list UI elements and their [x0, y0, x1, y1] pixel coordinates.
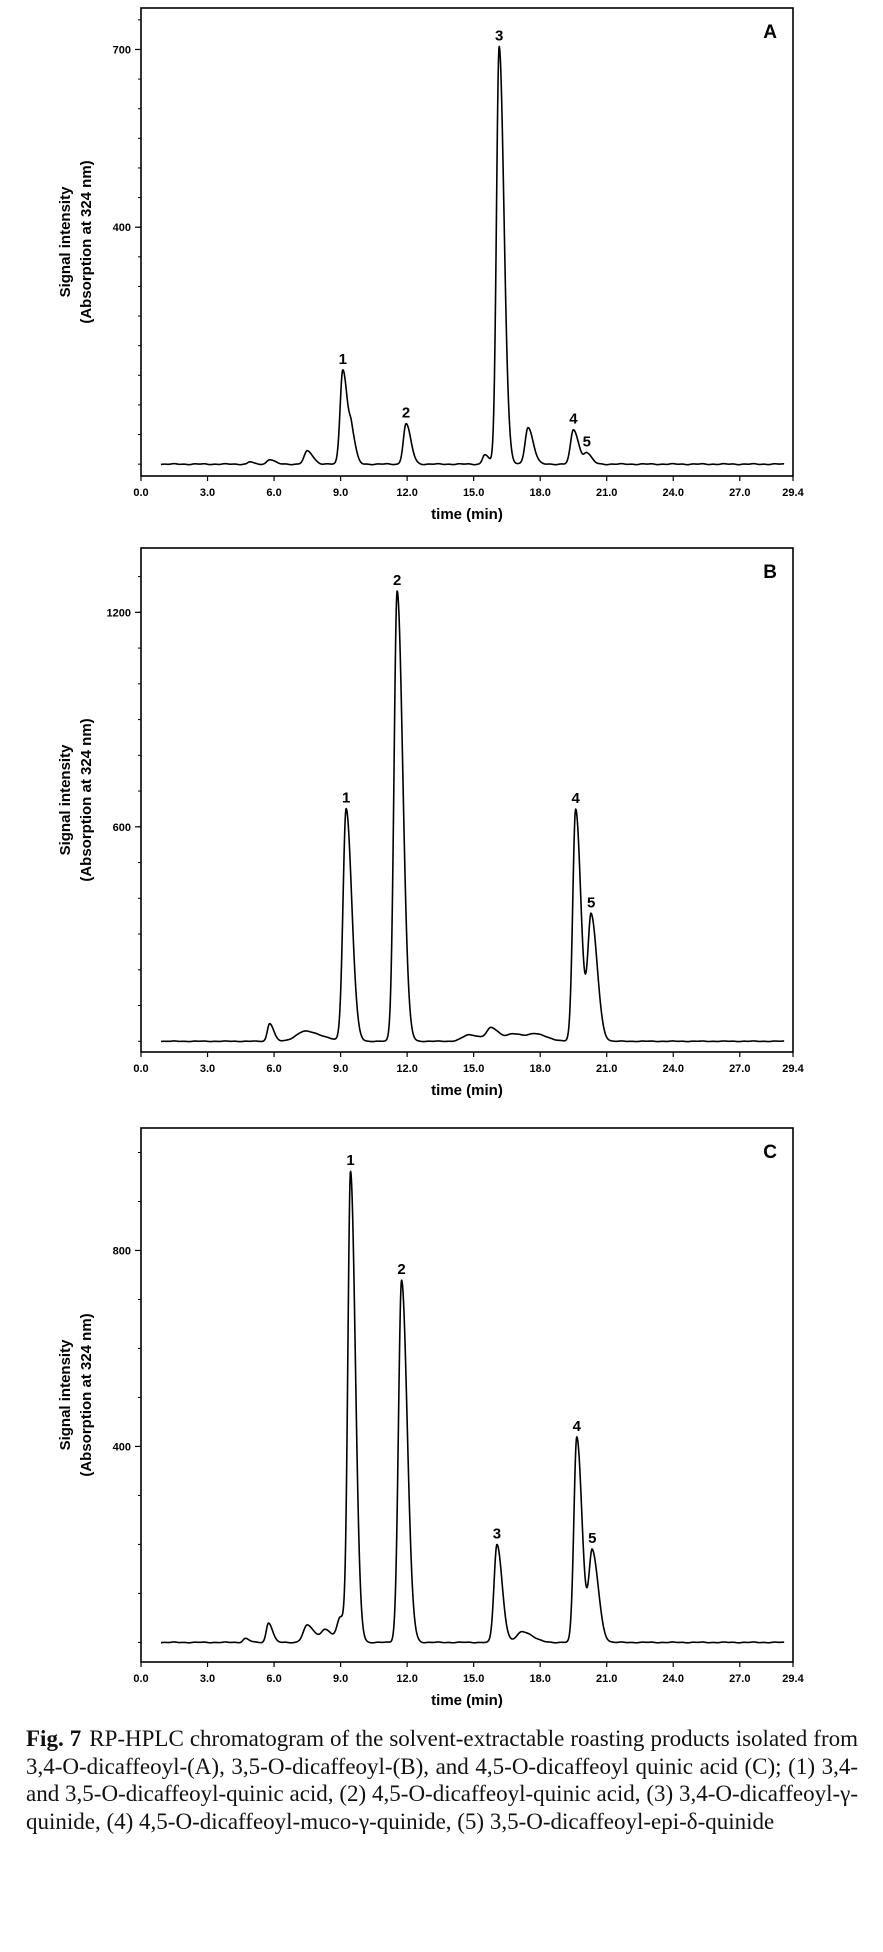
- x-tick-label: 15.0: [463, 1063, 484, 1075]
- peak-label: 4: [573, 1418, 582, 1435]
- x-tick-label: 29.4: [782, 1673, 804, 1685]
- x-tick-label: 3.0: [200, 1673, 215, 1685]
- plot-frame: [140, 7, 794, 477]
- x-tick-label: 29.4: [782, 487, 804, 499]
- x-tick-label: 0.0: [133, 1063, 148, 1075]
- x-tick-label: 27.0: [729, 1063, 750, 1075]
- x-tick-label: 18.0: [529, 487, 550, 499]
- panel-letter: A: [763, 22, 777, 43]
- y-tick-label: 800: [113, 1245, 131, 1257]
- x-tick-label: 29.4: [782, 1063, 804, 1075]
- x-tick-label: 21.0: [596, 1063, 617, 1075]
- x-tick-label: 15.0: [463, 1673, 484, 1685]
- x-tick-label: 12.0: [396, 1673, 417, 1685]
- x-tick-label: 24.0: [663, 1673, 684, 1685]
- x-tick-label: 24.0: [663, 487, 684, 499]
- x-tick-label: 18.0: [529, 1063, 550, 1075]
- y-axis-title-line: (Absorption at 324 nm): [78, 718, 95, 881]
- x-tick-label: 12.0: [396, 1063, 417, 1075]
- x-tick-label: 6.0: [266, 487, 281, 499]
- peak-label: 3: [493, 1525, 501, 1542]
- peak-label: 5: [583, 433, 591, 450]
- peak-label: 5: [588, 1530, 596, 1547]
- figure-number: Fig. 7: [26, 1726, 82, 1751]
- peak-label: 1: [346, 1152, 354, 1169]
- x-tick-label: 3.0: [200, 487, 215, 499]
- x-tick-label: 3.0: [200, 1063, 215, 1075]
- x-tick-label: 12.0: [396, 487, 417, 499]
- peak-label: 3: [495, 27, 503, 44]
- x-tick-label: 18.0: [529, 1673, 550, 1685]
- chart-panel-B: 0.0 3.0 6.0 9.0 12.0 15.0 18.0 21.0 24.0 27.0 29.4…: [57, 547, 805, 1099]
- chromatogram-trace: [160, 45, 785, 466]
- y-axis-title-line: Signal intensity: [57, 1339, 74, 1451]
- chromatogram-figure: 0.0 3.0 6.0 9.0 12.0 15.0 18.0 21.0 24.0 27.0 29.4…: [57, 7, 805, 1709]
- x-tick-label: 9.0: [333, 487, 348, 499]
- y-axis-title-line: Signal intensity: [57, 186, 74, 298]
- x-tick-label: 6.0: [266, 1063, 281, 1075]
- figure-caption: Fig. 7 RP-HPLC chromatogram of the solven…: [26, 1725, 858, 1835]
- x-axis-title: time (min): [431, 1082, 503, 1099]
- y-axis-title-line: (Absorption at 324 nm): [78, 1313, 95, 1476]
- panel-letter: C: [763, 1142, 777, 1163]
- x-tick-label: 0.0: [133, 1673, 148, 1685]
- chart-panel-C: 0.0 3.0 6.0 9.0 12.0 15.0 18.0 21.0 24.0 27.0 29.4…: [57, 1127, 805, 1709]
- peak-label: 1: [339, 351, 347, 368]
- x-tick-label: 15.0: [463, 487, 484, 499]
- y-tick-label: 400: [113, 222, 131, 234]
- y-tick-label: 700: [113, 44, 131, 56]
- chromatogram-trace: [160, 1170, 785, 1644]
- x-tick-label: 24.0: [663, 1063, 684, 1075]
- peak-label: 2: [402, 405, 410, 422]
- y-axis-title-line: (Absorption at 324 nm): [78, 160, 95, 323]
- x-tick-label: 21.0: [596, 487, 617, 499]
- x-tick-label: 6.0: [266, 1673, 281, 1685]
- y-axis-title-line: Signal intensity: [57, 744, 74, 856]
- panel-letter: B: [763, 562, 777, 583]
- x-axis-title: time (min): [431, 506, 503, 523]
- x-tick-label: 21.0: [596, 1673, 617, 1685]
- plot-frame: [140, 547, 794, 1053]
- chart-panel-A: 0.0 3.0 6.0 9.0 12.0 15.0 18.0 21.0 24.0 27.0 29.4…: [57, 7, 805, 523]
- y-tick-label: 1200: [107, 607, 131, 619]
- x-axis-title: time (min): [431, 1692, 503, 1709]
- x-tick-label: 27.0: [729, 1673, 750, 1685]
- peak-label: 5: [587, 894, 595, 911]
- figure-caption-text: RP-HPLC chromatogram of the solvent-extr…: [26, 1726, 858, 1834]
- peak-label: 2: [397, 1261, 405, 1278]
- plot-frame: [140, 1127, 794, 1663]
- peak-label: 2: [393, 572, 401, 589]
- peak-label: 1: [342, 790, 350, 807]
- chromatogram-trace: [160, 590, 785, 1043]
- x-tick-label: 9.0: [333, 1063, 348, 1075]
- x-tick-label: 9.0: [333, 1673, 348, 1685]
- peak-label: 4: [569, 411, 578, 428]
- y-tick-label: 400: [113, 1441, 131, 1453]
- y-tick-label: 600: [113, 822, 131, 834]
- peak-label: 4: [571, 790, 580, 807]
- x-tick-label: 0.0: [133, 487, 148, 499]
- x-tick-label: 27.0: [729, 487, 750, 499]
